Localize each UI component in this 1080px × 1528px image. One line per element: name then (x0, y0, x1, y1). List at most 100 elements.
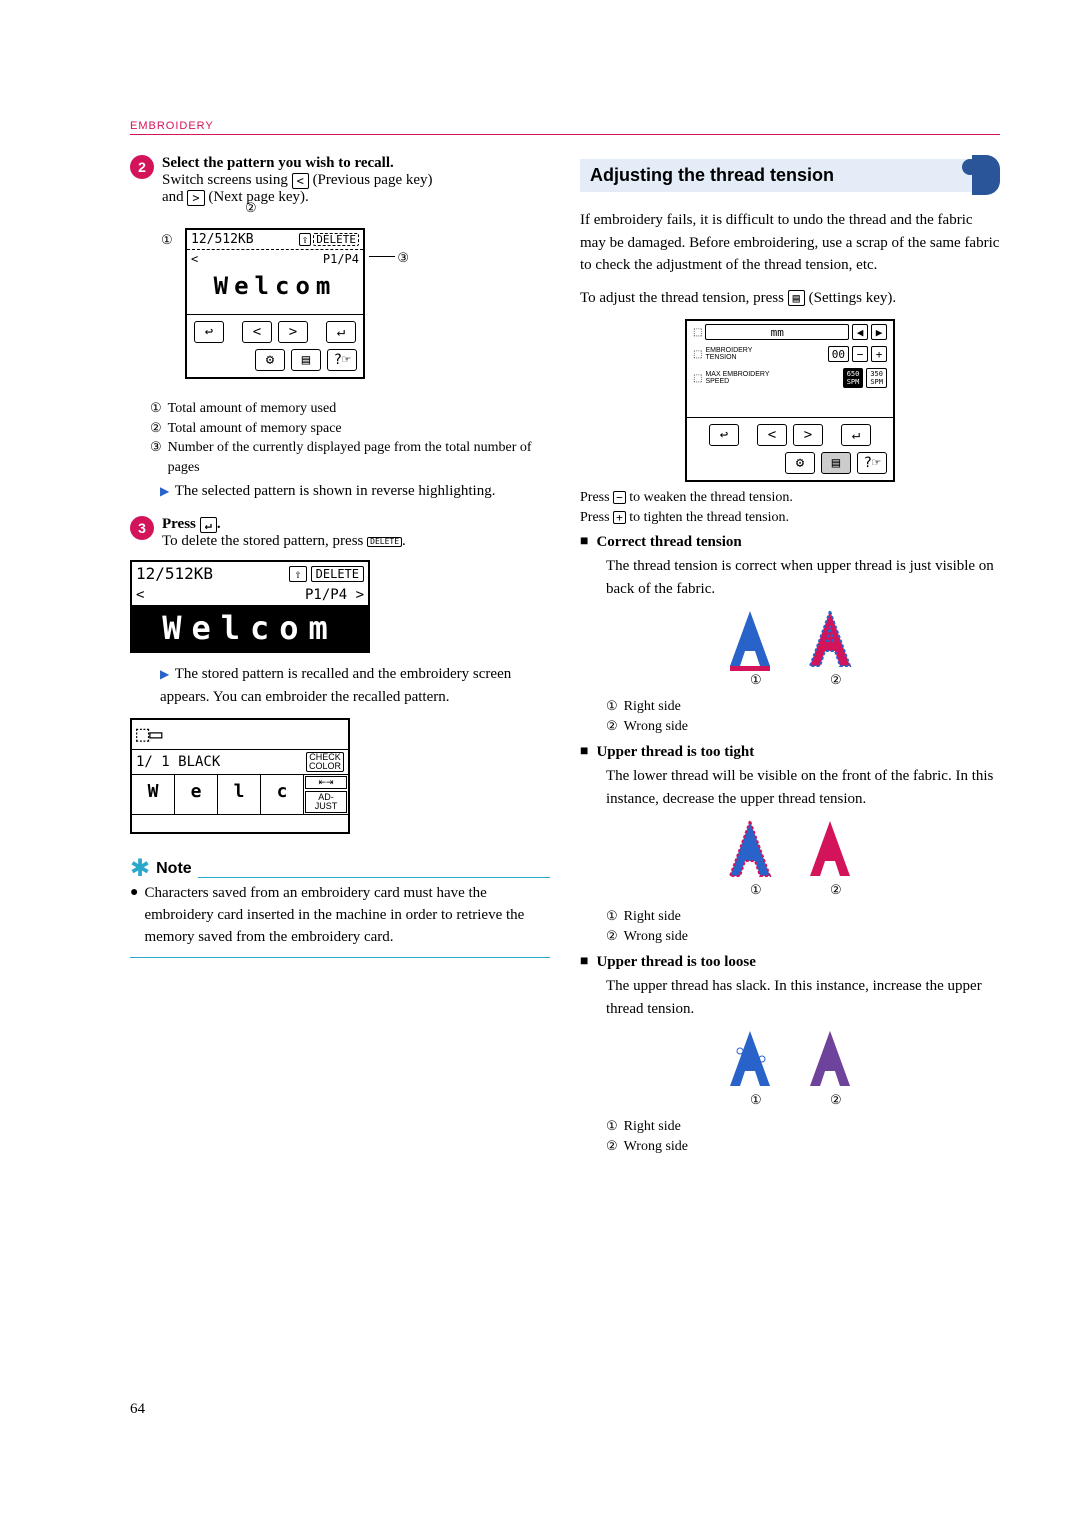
set-tool-a[interactable]: ⚙ (785, 452, 815, 474)
emb-adjust[interactable]: AD-JUST (305, 791, 347, 813)
section-title-text: Adjusting the thread tension (580, 159, 974, 192)
note-bottom-rule (130, 957, 550, 958)
step-3: 3 Press ↵. To delete the stored pattern,… (130, 516, 550, 550)
step3-title: Press ↵. (162, 516, 550, 533)
bullet-icon: ● (130, 883, 138, 948)
loose-header: ■Upper thread is too loose (580, 954, 1000, 971)
loose-body: The upper thread has slack. In this inst… (606, 975, 1000, 1020)
tension-plus[interactable]: + (871, 346, 887, 362)
note-header: ✱ Note (130, 854, 550, 883)
page: EMBROIDERY 2 Select the pattern you wish… (0, 0, 1080, 1223)
note-body: Characters saved from an embroidery card… (144, 883, 550, 948)
lcd2-page: P1/P4 > (305, 587, 364, 603)
lcd2-icon: ⇪ (289, 566, 306, 582)
correct-header: ■Correct thread tension (580, 534, 1000, 551)
adjust-a: To adjust the thread tension, press (580, 290, 788, 306)
press-plus: Press + to tighten the thread tension. (580, 510, 1000, 526)
tension-svg-loose: ① ② (710, 1026, 870, 1106)
lcd1-prev[interactable]: < (191, 252, 198, 266)
loose-n1: ① (606, 1117, 618, 1137)
set-left[interactable]: < (757, 424, 787, 446)
set-tool-b[interactable]: ▤ (821, 452, 851, 474)
set-right[interactable]: > (793, 424, 823, 446)
embroidery-screen: ⬚▭ 1/ 1 BLACK CHECKCOLOR W e l c ⇤⇥ AD-J… (130, 718, 350, 834)
header-label: EMBROIDERY (130, 120, 1000, 132)
plus-key[interactable]: + (613, 511, 626, 524)
lcd1-delete[interactable]: DELETE (313, 233, 359, 246)
recall-key[interactable]: ↵ (200, 517, 217, 533)
tension-svg-correct: ① ② (710, 606, 870, 686)
check-color-btn[interactable]: CHECKCOLOR (306, 752, 344, 772)
speed-label: MAX EMBROIDERYSPEED (705, 371, 769, 385)
tight-n2: ② (606, 927, 618, 947)
step-2: 2 Select the pattern you wish to recall.… (130, 155, 550, 206)
lcd1-mem: 12/512KB (191, 232, 254, 247)
annot3-t: Number of the currently displayed page f… (168, 438, 550, 477)
tension-val: 00 (828, 346, 849, 362)
emb-c2: l (218, 775, 261, 814)
correct-annot: ①Right side ②Wrong side (606, 697, 1000, 736)
lcd2-delete[interactable]: DELETE (311, 566, 364, 582)
correct-t2: Wrong side (624, 717, 688, 737)
callout-3: ③ (397, 250, 409, 266)
loose-t2: Wrong side (624, 1137, 688, 1157)
speed-b[interactable]: 350SPM (866, 368, 887, 388)
lcd1-page: P1/P4 (323, 252, 359, 266)
lcd2-text: Welcom (132, 605, 368, 651)
callout-2: ② (245, 200, 257, 216)
mm-left[interactable]: ◀ (852, 324, 868, 340)
adjust-b: (Settings key). (809, 290, 897, 306)
step2-line1b: (Previous page key) (313, 172, 433, 188)
svg-text:①: ① (750, 672, 762, 686)
correct-body: The thread tension is correct when upper… (606, 555, 1000, 600)
step2-title: Select the pattern you wish to recall. (162, 155, 550, 172)
delete-key-small[interactable]: DELETE (367, 537, 402, 547)
tension-minus[interactable]: − (852, 346, 868, 362)
right-column: Adjusting the thread tension If embroide… (580, 155, 1000, 1163)
step2-line1: Switch screens using < (Previous page ke… (162, 172, 550, 189)
svg-text:②: ② (830, 882, 842, 896)
settings-screen: ⬚ mm ◀▶ ⬚ EMBROIDERYTENSION 00 −+ ⬚ MAX … (685, 319, 895, 482)
next-page-key[interactable]: > (187, 190, 204, 206)
step2-line2b: (Next page key). (208, 189, 308, 205)
set-back[interactable]: ↩ (709, 424, 739, 446)
step2-figure: ② ① ③ 12/512KB ⇪ DELETE < P1/P4 (185, 218, 365, 389)
note-burst-icon: ✱ (130, 854, 150, 883)
set-ok[interactable]: ↵ (841, 424, 871, 446)
annot2-n: ② (150, 419, 162, 439)
speed-a[interactable]: 650SPM (843, 368, 864, 388)
minus-key[interactable]: − (613, 491, 626, 504)
tension-icon: ⬚ (693, 349, 702, 360)
annot2-t: Total amount of memory space (168, 419, 342, 439)
lcd1-tool-a[interactable]: ⚙ (255, 349, 285, 371)
correct-t1: Right side (624, 697, 681, 717)
mm-right[interactable]: ▶ (871, 324, 887, 340)
tight-t1: Right side (624, 907, 681, 927)
annot1-t: Total amount of memory used (168, 399, 337, 419)
tight-fig: ① ② (580, 816, 1000, 901)
set-tool-c[interactable]: ?☞ (857, 452, 887, 474)
tight-title: Upper thread is too tight (596, 744, 754, 761)
lcd1-right[interactable]: > (278, 321, 308, 343)
prev-page-key[interactable]: < (292, 173, 309, 189)
lcd1-tool-c[interactable]: ?☞ (327, 349, 357, 371)
step2-line2a: and (162, 189, 187, 205)
tight-body: The lower thread will be visible on the … (606, 765, 1000, 810)
callout-3-line (369, 256, 395, 257)
lcd1-left[interactable]: < (242, 321, 272, 343)
emb-c0: W (132, 775, 175, 814)
correct-n1: ① (606, 697, 618, 717)
settings-key[interactable]: ▤ (788, 290, 805, 306)
section-tab-icon (972, 155, 1000, 195)
triangle-icon-2: ▶ (160, 667, 169, 681)
lcd1-back[interactable]: ↩ (194, 321, 224, 343)
svg-text:①: ① (750, 882, 762, 896)
note-body-row: ● Characters saved from an embroidery ca… (130, 883, 550, 948)
lcd2-prev[interactable]: < (136, 587, 144, 603)
section-title: Adjusting the thread tension (580, 155, 1000, 195)
tension-svg-tight: ① ② (710, 816, 870, 896)
lcd1-tool-b[interactable]: ▤ (291, 349, 321, 371)
lcd1-recall[interactable]: ↵ (326, 321, 356, 343)
emb-nav[interactable]: ⇤⇥ (305, 776, 347, 789)
step3-title-a: Press (162, 516, 200, 532)
